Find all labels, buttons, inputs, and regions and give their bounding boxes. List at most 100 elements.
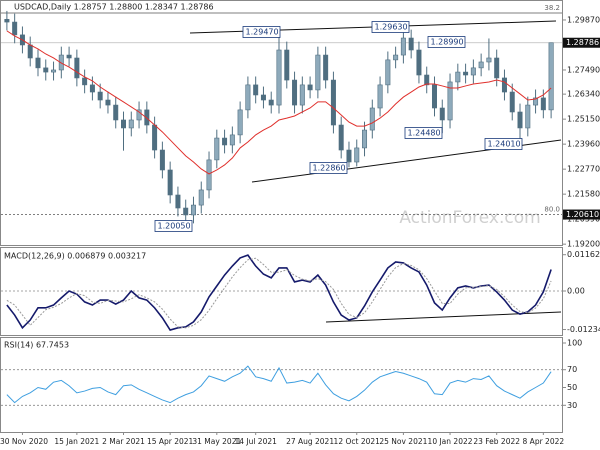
level-label: 1.20610 — [566, 210, 599, 219]
candle-body — [276, 49, 282, 106]
candle-body — [229, 134, 235, 146]
x-tick-label: 14 Jul 2021 — [234, 437, 277, 446]
candle-body — [12, 21, 18, 36]
candle-body — [431, 84, 437, 109]
candle-body — [43, 67, 49, 73]
candle-body — [307, 84, 313, 91]
candle-body — [486, 57, 492, 63]
current-price-label: 1.28786 — [566, 38, 599, 47]
annotation-box — [242, 26, 281, 38]
annotation-label: 1.24010 — [488, 140, 521, 149]
annotation-label: 1.24480 — [408, 129, 441, 138]
annotation-box — [427, 36, 466, 48]
annotation-label: 1.22860 — [313, 164, 346, 173]
candle-body — [183, 207, 189, 216]
y-tick-label: 1.29870 — [567, 15, 600, 24]
candle-body — [478, 61, 484, 69]
candle-body — [377, 84, 383, 109]
candle-body — [136, 109, 142, 121]
macd-panel — [0, 247, 563, 336]
candle-body — [346, 149, 352, 163]
chart-title: USDCAD,Daily 1.28757 1.28800 1.28347 1.2… — [14, 3, 214, 12]
candle-body — [315, 54, 321, 91]
candle-body — [82, 77, 88, 86]
annotation-box — [404, 127, 443, 139]
candle-body — [74, 57, 80, 79]
y-tick-label: -0.012348 — [567, 325, 600, 334]
candle-body — [416, 49, 422, 76]
fib-label: 80.0 — [544, 206, 560, 214]
rsi-title: RSI(14) 67.7453 — [4, 341, 69, 350]
y-tick-label: 1.22770 — [567, 165, 600, 174]
moving-average — [6, 30, 552, 175]
candle-body — [455, 71, 461, 83]
annotation-box — [309, 162, 348, 174]
candle-body — [525, 104, 531, 129]
fib-label: 38.2 — [544, 4, 560, 12]
candle-body — [362, 129, 368, 149]
annotation-box — [154, 220, 193, 232]
x-tick-label: 25 Nov 2021 — [379, 437, 427, 446]
candle-body — [268, 99, 274, 106]
y-tick-label: 1.26340 — [567, 90, 600, 99]
x-tick-label: 31 May 2021 — [192, 437, 241, 446]
candle-body — [463, 71, 469, 76]
y-tick-label: 1.21580 — [567, 190, 600, 199]
candle-body — [408, 37, 414, 51]
level-box — [563, 209, 600, 220]
y-tick-label: 0.00 — [567, 287, 585, 296]
y-tick-label: 50 — [567, 383, 577, 392]
candle-body — [260, 94, 266, 101]
candle-body — [393, 54, 399, 61]
candle-body — [253, 84, 259, 96]
candle-body — [494, 57, 500, 79]
candle-body — [35, 57, 41, 69]
annotation-label: 1.29470 — [246, 28, 279, 37]
candle-body — [159, 149, 165, 171]
candle-body — [400, 37, 406, 56]
y-tick-label: 100 — [567, 339, 582, 348]
candle-body — [447, 81, 453, 121]
y-tick-label: 30 — [567, 401, 577, 410]
candle-body — [245, 84, 251, 111]
candle-body — [548, 42, 554, 111]
indicator-line — [6, 257, 552, 329]
y-tick-label: 0.011629 — [567, 250, 600, 259]
candle-body — [121, 119, 127, 129]
price-panel — [0, 0, 563, 246]
x-tick-label: 8 Apr 2022 — [523, 437, 565, 446]
candle-body — [27, 44, 33, 59]
candle-body — [198, 189, 204, 206]
candle-body — [330, 79, 336, 126]
candle-body — [152, 124, 158, 151]
watermark: ActionForex.com — [399, 208, 540, 228]
candle-body — [222, 137, 228, 146]
candle-body — [214, 137, 220, 161]
candle-body — [190, 204, 196, 216]
candle-body — [167, 169, 173, 196]
candle-body — [338, 124, 344, 151]
y-tick-label: 1.23960 — [567, 140, 600, 149]
candle-body — [540, 97, 546, 111]
candle-body — [51, 69, 57, 73]
candle-body — [354, 147, 360, 163]
x-tick-label: 2 Mar 2021 — [102, 437, 145, 446]
candle-body — [105, 99, 111, 106]
annotation-label: 1.20050 — [158, 222, 191, 231]
x-tick-label: 15 Jan 2021 — [54, 437, 99, 446]
candle-body — [237, 109, 243, 136]
y-tick-label: 70 — [567, 365, 577, 374]
candle-body — [517, 111, 523, 129]
current-price-box — [563, 37, 600, 48]
candle-body — [509, 91, 515, 113]
candle-body — [4, 19, 10, 23]
x-tick-label: 10 Jan 2022 — [428, 437, 473, 446]
candle-body — [113, 104, 119, 121]
candle-body — [292, 79, 298, 106]
indicator-line — [6, 254, 552, 331]
candle-body — [323, 54, 329, 81]
x-tick-label: 23 Feb 2022 — [473, 437, 520, 446]
x-tick-label: 12 Oct 2021 — [334, 437, 381, 446]
candle-body — [470, 67, 476, 76]
rsi-panel — [0, 337, 563, 433]
